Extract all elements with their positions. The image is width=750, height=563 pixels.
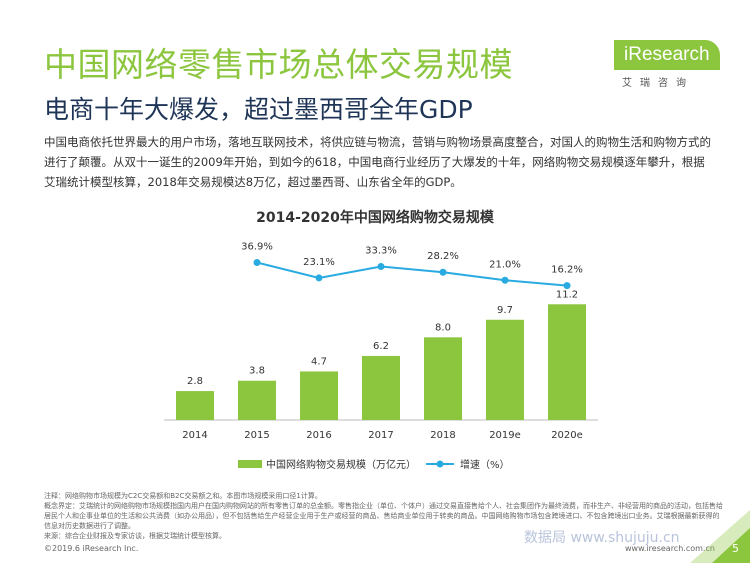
bar-label-2015: 3.8 (249, 366, 265, 377)
growth-point-2018 (439, 268, 447, 276)
bar-2019e (486, 319, 524, 420)
iresearch-logo: iResearch 艾瑞咨询 (614, 40, 720, 89)
growth-point-2017 (377, 263, 385, 271)
growth-label-2019e: 21.0% (489, 259, 521, 270)
x-tick-2017: 2017 (368, 430, 393, 441)
bar-label-2018: 8.0 (435, 322, 451, 333)
footnote-2: 概念界定：艾瑞统计的网络购物市场规模指国内用户在国内购物网站的所有零售订单的总金… (44, 502, 723, 530)
x-tick-2020e: 2020e (551, 430, 583, 441)
bar-2018 (424, 337, 462, 420)
page-title: 中国网络零售市场总体交易规模 (44, 45, 513, 84)
bar-2014 (176, 391, 214, 420)
growth-label-2015: 36.9% (241, 241, 273, 252)
logo-sub-text: 艾瑞咨询 (622, 78, 694, 89)
legend-line-marker (436, 460, 444, 468)
x-tick-2016: 2016 (306, 430, 331, 441)
x-tick-2015: 2015 (244, 430, 269, 441)
website: www.iresearch.com.cn (625, 544, 715, 553)
footnotes: 注释：网络购物市场规模为C2C交易额和B2C交易额之和。本图市场规模采用口径1计… (44, 491, 724, 541)
bar-label-2019e: 9.7 (497, 305, 513, 316)
x-tick-2018: 2018 (430, 430, 455, 441)
growth-point-2015 (253, 258, 261, 266)
bar-2020e (548, 304, 586, 420)
bar-label-2014: 2.8 (187, 376, 203, 387)
footnote-1: 注释：网络购物市场规模为C2C交易额和B2C交易额之和。本图市场规模采用口径1计… (44, 492, 322, 500)
watermark: 数据局 www.shujuju.cn (524, 530, 680, 546)
page-subtitle: 电商十年大爆发，超过墨西哥全年GDP (44, 95, 473, 124)
legend-bar-swatch (238, 460, 262, 468)
growth-point-2020e (563, 282, 571, 290)
x-tick-2014: 2014 (182, 430, 207, 441)
bar-2017 (362, 355, 400, 420)
growth-line (256, 261, 568, 287)
growth-label-2016: 23.1% (303, 257, 335, 268)
bar-label-2020e: 11.2 (556, 289, 578, 300)
logo-main-text: iResearch (614, 40, 720, 70)
footnote-3: 来源：综合企业财报及专家访谈，根据艾瑞统计模型核算。 (44, 532, 226, 540)
growth-label-2020e: 16.2% (551, 265, 583, 276)
legend-line-label: 增速（%） (460, 458, 510, 471)
bar-2016 (300, 371, 338, 420)
corner-decoration (690, 510, 750, 563)
bar-label-2017: 6.2 (373, 341, 389, 352)
intro-paragraph: 中国电商依托世界最大的用户市场，落地互联网技术，将供应链与物流，营销与购物场景高… (44, 135, 711, 189)
copyright: ©2019.6 iResearch Inc. (44, 544, 139, 553)
bar-2015 (238, 380, 276, 420)
growth-point-2019e (501, 276, 509, 284)
page-number: 5 (732, 542, 739, 555)
growth-point-2016 (315, 274, 323, 282)
chart-title: 2014-2020年中国网络购物交易规模 (256, 210, 494, 226)
legend-bar-label: 中国网络购物交易规模（万亿元） (266, 458, 416, 471)
bar-label-2016: 4.7 (311, 356, 327, 367)
x-tick-2019e: 2019e (489, 430, 521, 441)
growth-label-2018: 28.2% (427, 251, 459, 262)
growth-label-2017: 33.3% (365, 246, 397, 257)
